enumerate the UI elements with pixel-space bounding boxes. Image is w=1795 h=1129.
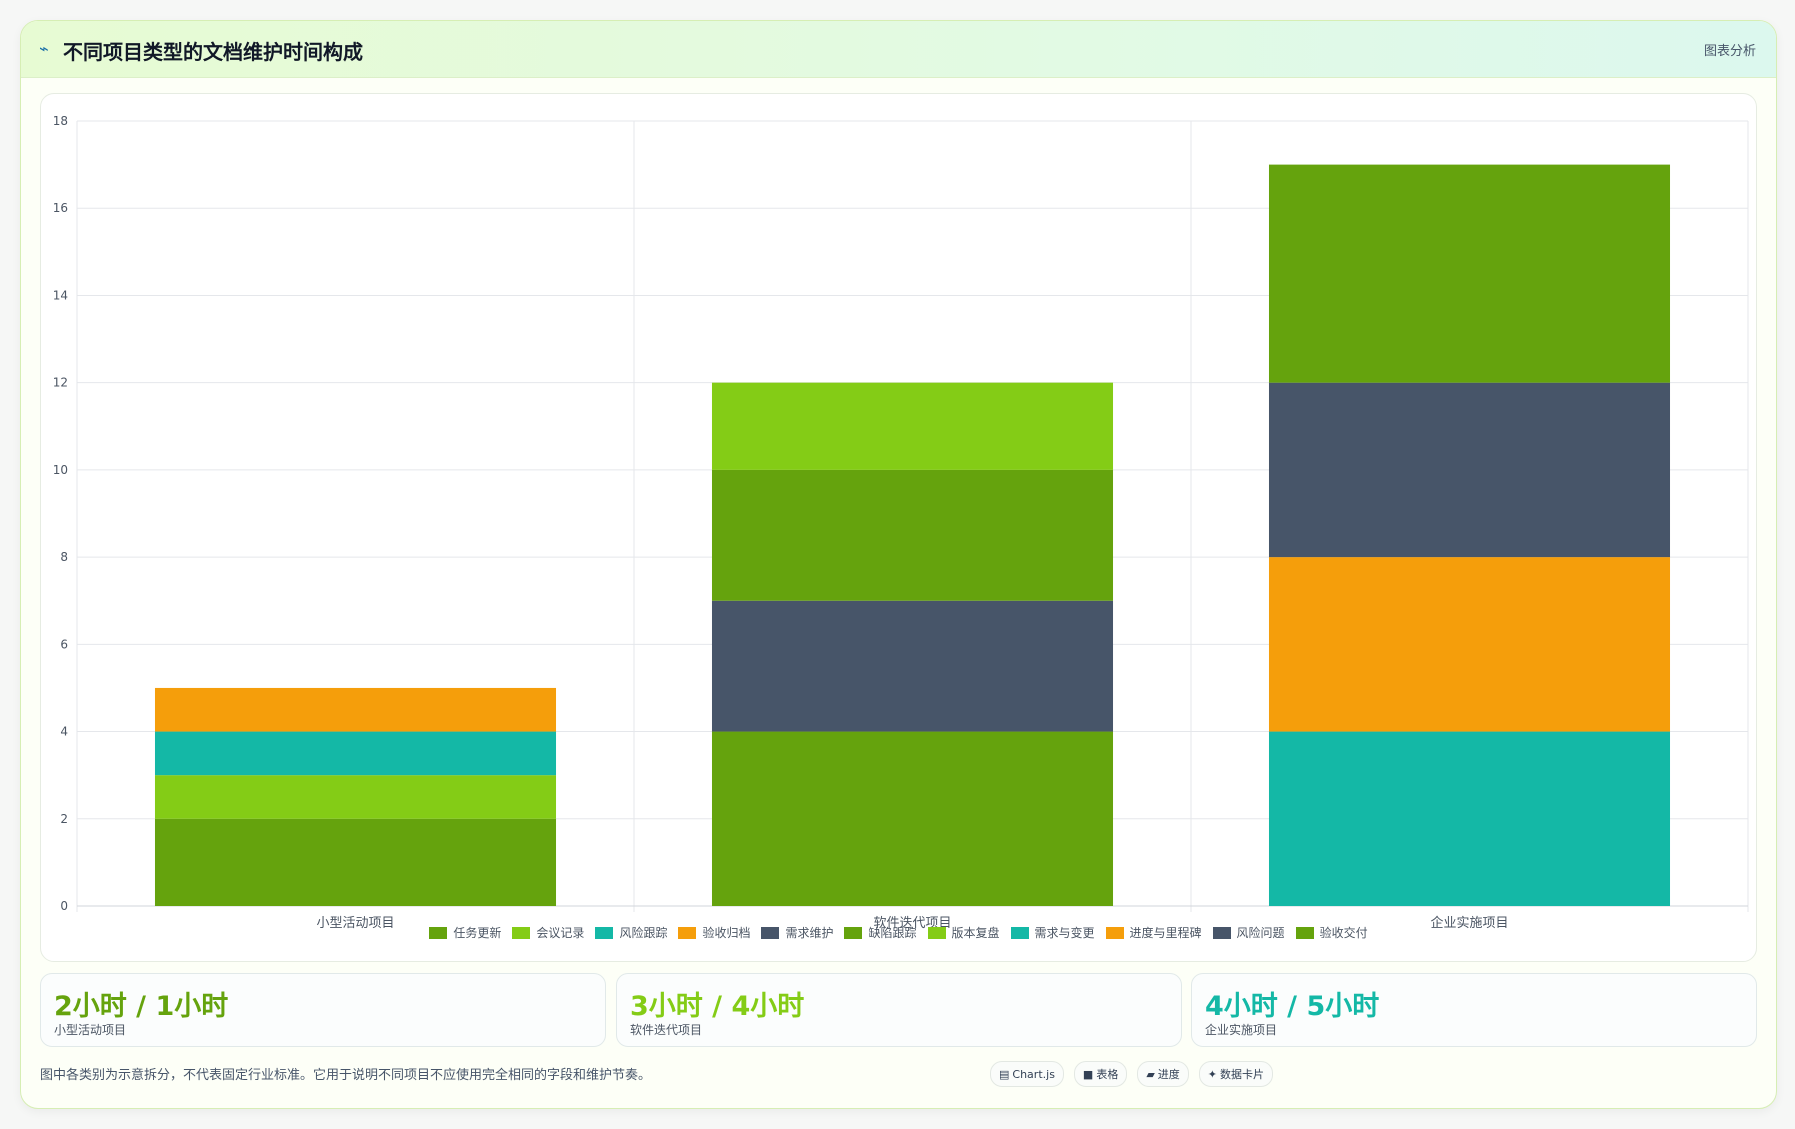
chip-chartjs[interactable]: ▤ Chart.js [990,1061,1064,1087]
legend-item[interactable]: 验收交付 [1295,924,1368,941]
y-tick-label: 10 [53,463,68,477]
y-tick-label: 8 [60,550,68,564]
y-tick-label: 18 [53,114,68,128]
legend-item[interactable]: 进度与里程碑 [1105,924,1202,941]
chip-label: 表格 [1096,1068,1119,1081]
legend-swatch [761,926,780,939]
stat-value: 3小时 / 4小时 [630,991,805,1022]
legend-label: 进度与里程碑 [1129,926,1202,940]
y-tick-label: 16 [53,201,68,215]
legend-item[interactable]: 验收归档 [678,924,750,941]
legend-label: 风险跟踪 [619,926,668,940]
stat-label: 企业实施项目 [1205,1023,1278,1037]
legend-item[interactable]: 缺陷跟踪 [844,924,917,941]
legend-swatch [429,926,448,939]
legend-label: 缺陷跟踪 [868,926,917,940]
stat-card-software: 3小时 / 4小时 软件迭代项目 [616,973,1182,1047]
progress-icon: ▰ [1146,1067,1155,1081]
chip-label: 进度 [1157,1068,1180,1081]
stat-card-small: 2小时 / 1小时 小型活动项目 [40,973,606,1047]
legend-label: 风险问题 [1236,926,1285,940]
legend-item[interactable]: 版本复盘 [927,924,1000,941]
bar-segment [711,600,1114,732]
chart-mini-icon: ▤ [999,1067,1010,1081]
chart-card: ⌁ 不同项目类型的文档维护时间构成 图表分析 0 2 4 6 8 10 12 14 16 18 小型… [20,20,1777,1109]
chip-label: 数据卡片 [1220,1068,1265,1081]
x-tick-label: 小型活动项目 [316,916,394,931]
chart-analysis-link[interactable]: 图表分析 [1703,44,1756,59]
legend-swatch [678,926,697,939]
sparkle-icon: ✦ [1207,1067,1218,1081]
legend-item[interactable]: 需求与变更 [1010,924,1095,941]
x-tick-label: 企业实施项目 [1430,915,1508,931]
legend-swatch [1295,926,1314,939]
chart-legend: 任务更新 会议记录 风险跟踪 验收归档 需求维护 缺陷跟踪 版本复盘 需求与变更 进度与里程碑 风… [41,924,1756,941]
legend-item[interactable]: 风险跟踪 [595,924,667,941]
card-header: ⌁ 不同项目类型的文档维护时间构成 图表分析 [21,21,1776,78]
legend-label: 需求维护 [785,926,834,940]
stat-label: 软件迭代项目 [630,1023,703,1037]
legend-item[interactable]: 需求维护 [761,924,833,941]
y-tick-label: 4 [60,725,68,739]
chip-data-card[interactable]: ✦ 数据卡片 [1198,1061,1274,1087]
y-tick-label: 12 [53,376,68,390]
legend-item[interactable]: 任务更新 [429,924,501,941]
chart-icon: ⌁ [39,39,49,58]
legend-label: 验收归档 [702,926,751,940]
stat-value: 2小时 / 1小时 [54,991,229,1022]
legend-label: 会议记录 [536,926,585,940]
y-tick-label: 14 [53,288,68,302]
legend-swatch [1010,926,1029,939]
bar-segment [1268,382,1671,558]
legend-label: 任务更新 [453,926,502,940]
chip-group: ▤ Chart.js ■ 表格 ▰ 进度 ✦ 数据卡片 [990,1061,1274,1087]
legend-label: 版本复盘 [951,926,1000,940]
legend-swatch [927,926,946,939]
chip-progress[interactable]: ▰ 进度 [1137,1061,1189,1087]
legend-item[interactable]: 风险问题 [1212,924,1285,941]
bar-segment [154,818,557,906]
bar-segment [154,687,557,732]
bar-segment [711,731,1114,906]
stat-card-enterprise: 4小时 / 5小时 企业实施项目 [1191,973,1757,1047]
bar-segment [154,731,557,776]
bar-segment [711,469,1114,601]
legend-label: 验收交付 [1319,926,1368,940]
y-tick-label: 0 [60,899,68,913]
legend-item[interactable]: 会议记录 [512,924,584,941]
chip-table[interactable]: ■ 表格 [1073,1061,1128,1087]
legend-swatch [1105,926,1124,939]
chart-title: 不同项目类型的文档维护时间构成 [63,40,363,64]
chart-panel: 0 2 4 6 8 10 12 14 16 18 小型活动项目 软件迭代项目 企业实施项目 任务更新 会议… [40,93,1757,962]
bar-segment [1268,164,1671,383]
legend-swatch [844,926,863,939]
bar-segment [1268,731,1671,906]
legend-swatch [512,926,531,939]
chart-footnote: 图中各类别为示意拆分，不代表固定行业标准。它用于说明不同项目不应使用完全相同的字… [40,1068,652,1083]
y-tick-label: 2 [60,812,68,826]
legend-label: 需求与变更 [1034,926,1095,940]
stat-label: 小型活动项目 [54,1023,127,1037]
chip-label: Chart.js [1012,1067,1055,1081]
bar-segment [711,382,1114,470]
bar-segment [154,775,557,819]
y-tick-label: 6 [60,637,68,651]
bar-segment [1268,557,1671,732]
table-icon: ■ [1082,1067,1094,1081]
legend-swatch [1212,926,1231,939]
legend-swatch [595,926,614,939]
stat-value: 4小时 / 5小时 [1205,991,1380,1022]
